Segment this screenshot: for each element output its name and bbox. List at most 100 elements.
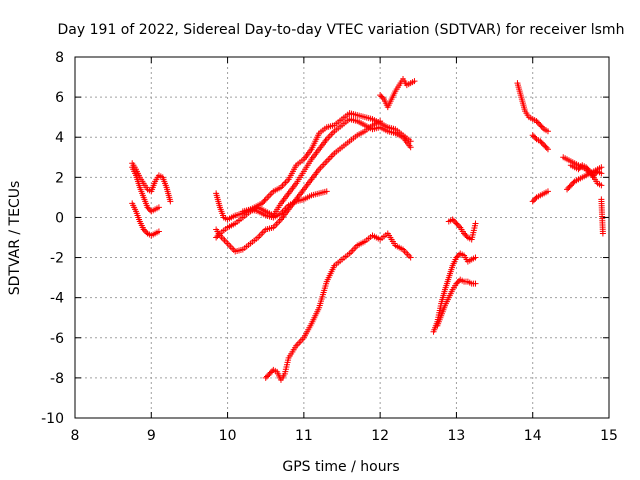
x-tick-label: 10 [219, 428, 237, 444]
data-point [454, 221, 461, 228]
data-point [143, 229, 150, 236]
data-point [544, 146, 551, 153]
data-point [454, 253, 461, 260]
data-point [449, 216, 456, 223]
data-point [543, 144, 550, 151]
data-point [539, 124, 546, 131]
series-arc-19 [598, 196, 606, 237]
data-point [575, 166, 582, 173]
data-point [598, 164, 605, 171]
data-point [472, 254, 479, 261]
data-point [411, 78, 418, 85]
data-point [454, 279, 461, 286]
y-axis-ticks: -10 -8 -6 -4 -2 0 2 4 6 8 [41, 50, 609, 427]
data-point [472, 280, 479, 287]
data-point [530, 197, 537, 204]
data-point [267, 369, 274, 376]
data-point [569, 181, 576, 188]
data-point [566, 183, 573, 190]
data-point [599, 230, 606, 237]
data-point [140, 226, 147, 233]
data-point [544, 188, 551, 195]
data-point [570, 179, 577, 186]
series-arc-3 [129, 200, 162, 239]
data-points [129, 76, 606, 383]
data-point [584, 165, 591, 172]
data-point [537, 122, 544, 129]
data-point [533, 118, 540, 125]
data-point [463, 233, 470, 240]
data-point [529, 198, 536, 205]
data-point [461, 230, 468, 237]
y-tick-label: 2 [55, 170, 64, 186]
series-arc-9 [377, 76, 418, 111]
data-point [141, 227, 148, 234]
y-tick-label: 8 [55, 50, 64, 66]
data-point [541, 142, 548, 149]
data-point [462, 231, 469, 238]
data-point [377, 92, 384, 99]
y-tick-label: -10 [41, 411, 64, 427]
chart-title: Day 191 of 2022, Sidereal Day-to-day VTE… [58, 22, 625, 38]
data-point [452, 219, 459, 226]
data-point [564, 186, 571, 193]
data-point [576, 164, 583, 171]
data-point [407, 138, 414, 145]
data-point [155, 228, 162, 235]
x-tick-label: 9 [147, 428, 156, 444]
y-tick-label: 0 [55, 210, 64, 226]
data-point [598, 170, 605, 177]
data-point [145, 205, 152, 212]
series-arc-5 [213, 116, 414, 241]
plot-frame [74, 56, 610, 419]
series-arc-7 [239, 188, 330, 221]
data-point [450, 217, 457, 224]
x-tick-label: 15 [600, 428, 618, 444]
y-tick-label: -8 [50, 371, 64, 387]
data-point [262, 374, 269, 381]
data-point [598, 182, 605, 189]
data-point [261, 197, 268, 204]
data-point [539, 140, 546, 147]
y-tick-label: -6 [50, 331, 64, 347]
x-tick-label: 12 [371, 428, 389, 444]
y-tick-label: 4 [55, 130, 64, 146]
data-point [565, 185, 572, 192]
data-point [453, 220, 460, 227]
data-point [379, 94, 386, 101]
series-arc-2 [129, 164, 162, 215]
data-point [407, 254, 414, 261]
data-point [586, 168, 593, 175]
x-axis-ticks: 8 9 10 11 12 13 14 15 [71, 57, 618, 444]
data-point [534, 119, 541, 126]
x-tick-label: 13 [448, 428, 466, 444]
data-point [155, 204, 162, 211]
data-point [529, 132, 536, 139]
data-point [265, 372, 272, 379]
data-point [530, 133, 537, 140]
data-point [585, 166, 592, 173]
grid [75, 57, 609, 418]
data-point [532, 134, 539, 141]
data-point [588, 169, 595, 176]
y-tick-label: 6 [55, 90, 64, 106]
data-point [167, 198, 174, 205]
series-arc-13 [514, 80, 551, 135]
y-tick-label: -4 [50, 291, 64, 307]
data-point [592, 170, 599, 177]
data-point [536, 120, 543, 127]
data-point [537, 138, 544, 145]
data-point [583, 164, 590, 171]
x-tick-label: 14 [524, 428, 542, 444]
data-point [377, 118, 384, 125]
x-axis-label: GPS time / hours [282, 459, 399, 475]
series-arc-14 [529, 132, 551, 153]
data-point [542, 143, 549, 150]
series-arc-12 [445, 216, 479, 243]
x-tick-label: 11 [295, 428, 313, 444]
data-point [590, 172, 597, 179]
data-point [453, 280, 460, 287]
data-point [260, 199, 267, 206]
series-arc-8 [262, 230, 414, 383]
